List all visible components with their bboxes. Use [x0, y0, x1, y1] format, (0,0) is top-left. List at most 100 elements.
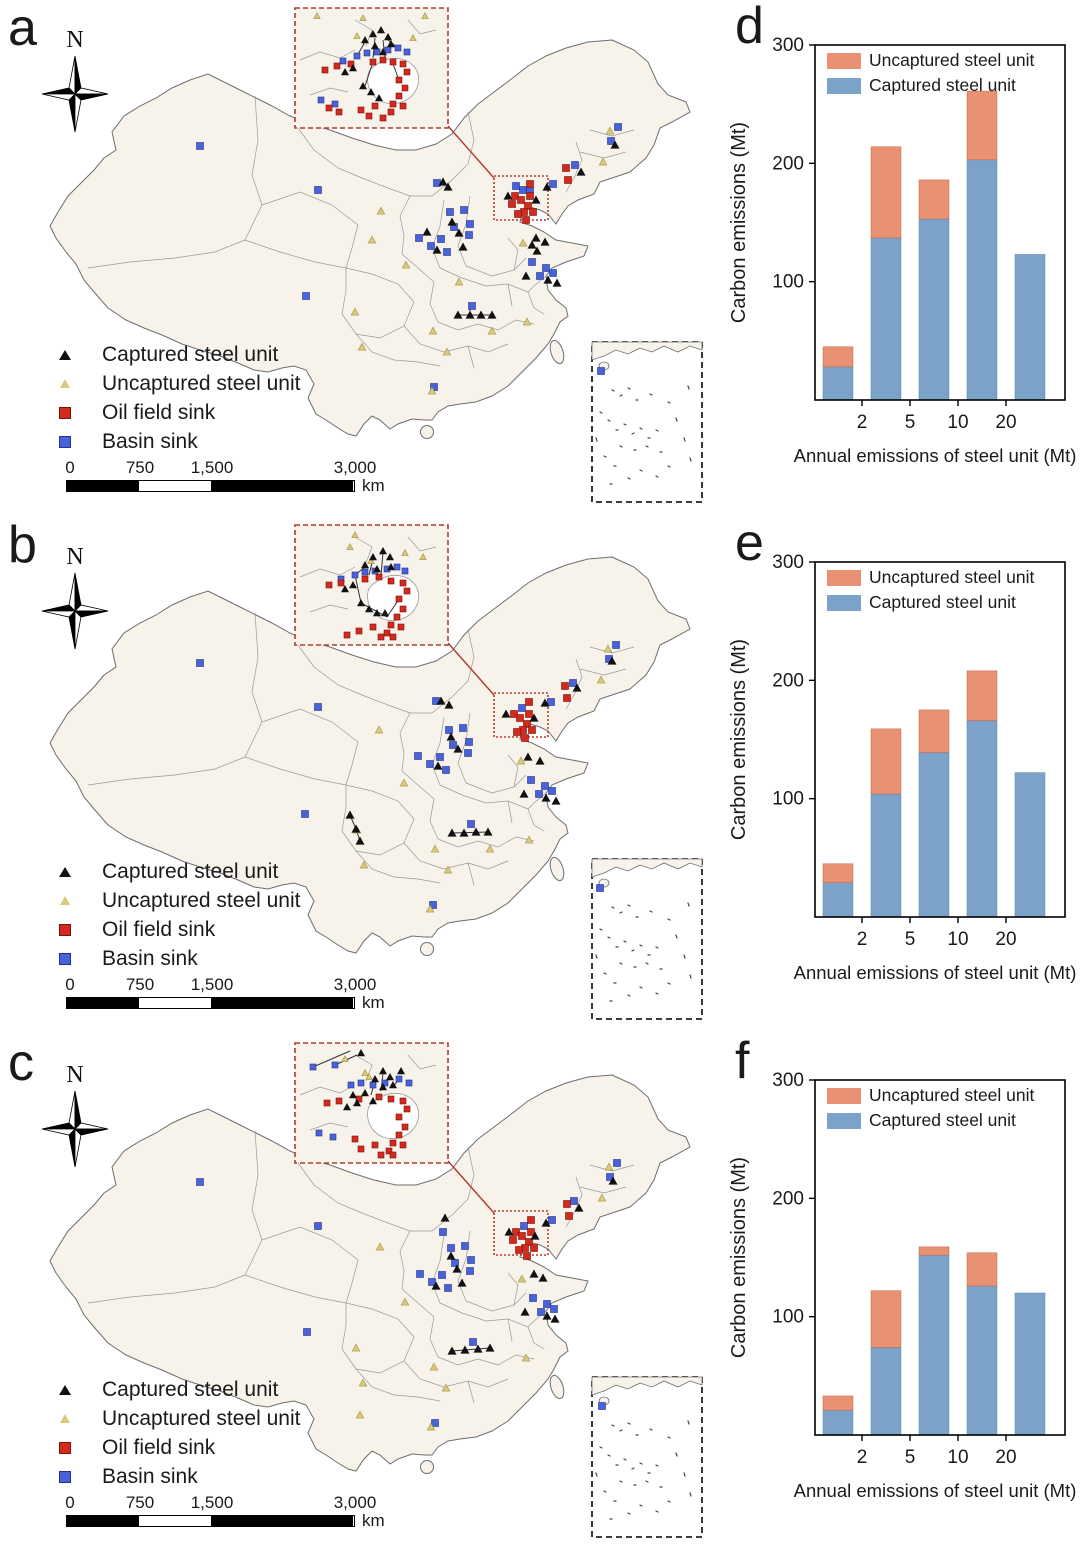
uncaptured-steel-unit-marker	[517, 1274, 527, 1283]
basin-sink-marker	[431, 1419, 439, 1427]
oil-field-sink-marker	[510, 710, 518, 718]
oil-field-sink-marker	[395, 92, 403, 100]
compass-rose: N	[40, 545, 110, 657]
uncaptured-steel-unit-marker	[429, 1362, 439, 1371]
captured-steel-unit-marker	[387, 563, 395, 571]
basin-sink-marker	[518, 704, 526, 712]
compass-star-icon	[41, 55, 109, 133]
basin-sink-marker	[373, 48, 381, 56]
captured-steel-unit-marker	[389, 1081, 397, 1089]
oil-field-sink-marker	[337, 579, 345, 587]
captured-steel-unit-marker	[458, 242, 468, 251]
captured-steel-unit-marker	[541, 793, 551, 802]
inset-marker-layer	[309, 1049, 413, 1159]
captured-steel-unit-marker	[542, 182, 552, 191]
plot-frame	[814, 561, 1066, 918]
oil-field-sink-marker	[399, 102, 407, 110]
panel-label-a: a	[8, 0, 37, 57]
basin-sink-icon	[59, 952, 71, 965]
uncaptured-steel-unit-marker	[351, 531, 359, 538]
captured-steel-unit-marker	[529, 713, 539, 722]
captured-steel-unit-marker	[572, 683, 582, 692]
captured-steel-unit-marker	[446, 1251, 456, 1260]
captured-steel-unit-marker	[487, 310, 497, 319]
oil-field-sink-marker	[377, 1151, 385, 1159]
map-legend: Captured steel unit Uncaptured steel uni…	[52, 857, 300, 973]
bar-uncaptured	[870, 1290, 902, 1348]
uncaptured-steel-unit-marker	[400, 1297, 410, 1306]
basin-sink-marker	[436, 753, 444, 761]
captured-steel-unit-marker	[361, 561, 369, 569]
oil-field-sink-marker	[387, 577, 395, 585]
legend-uncaptured-swatch	[827, 1088, 861, 1104]
basin-sink-marker	[309, 1063, 317, 1071]
oil-field-sink-marker	[371, 102, 379, 110]
captured-steel-unit-marker	[361, 36, 369, 44]
basin-sink-marker	[465, 231, 473, 239]
oil-field-sink-marker	[525, 710, 533, 718]
legend-item-basin: Basin sink	[52, 1462, 300, 1491]
oil-field-sink-marker	[389, 58, 397, 66]
basin-sink-marker	[519, 186, 527, 194]
captured-steel-unit-marker	[367, 88, 375, 96]
pipeline	[451, 831, 489, 834]
oil-field-sink-marker	[513, 728, 521, 736]
captured-steel-unit-marker	[444, 700, 454, 709]
basin-sink-marker	[598, 1402, 606, 1410]
captured-steel-unit-marker	[543, 275, 553, 284]
captured-steel-unit-marker	[369, 1097, 377, 1105]
uncaptured-steel-unit-marker	[596, 675, 606, 684]
basin-sink-marker	[613, 1159, 621, 1167]
basin-sink-marker	[426, 760, 434, 768]
legend-item-captured: Captured steel unit	[52, 340, 300, 369]
panel-label-f: f	[735, 1032, 750, 1090]
captured-steel-unit-marker	[371, 1075, 379, 1083]
captured-steel-unit-marker	[438, 177, 448, 186]
basin-sink-marker	[541, 782, 549, 790]
captured-steel-unit-marker	[349, 64, 357, 72]
basin-sink-marker	[357, 1079, 365, 1087]
basin-sink-marker	[442, 766, 450, 774]
captured-steel-unit-marker	[373, 609, 381, 617]
compass-north-label: N	[66, 1062, 84, 1088]
basin-sink-marker	[570, 1197, 578, 1205]
basin-sink-marker	[467, 1256, 475, 1264]
uncaptured-steel-unit-marker	[428, 326, 438, 335]
bar-uncaptured	[918, 1246, 950, 1256]
oil-field-sink-marker	[323, 1099, 331, 1107]
captured-steel-unit-marker	[471, 827, 481, 836]
captured-steel-unit-marker	[379, 1067, 387, 1075]
captured-steel-unit-marker	[386, 553, 394, 561]
captured-steel-unit-marker	[387, 40, 395, 48]
oil-field-sink-marker	[357, 106, 365, 114]
basin-sink-marker	[394, 44, 402, 52]
captured-steel-unit-marker	[457, 1278, 467, 1287]
bar-captured	[1014, 1292, 1046, 1436]
bar-captured	[822, 366, 854, 401]
oil-field-sink-marker	[522, 216, 530, 224]
oil-field-sink-marker	[375, 1093, 383, 1101]
stacked-bar-chart-d: 100 200 300 2 5 10 20 Uncaptured steel unit Capt…	[728, 35, 1076, 466]
oil-field-sink-marker	[403, 587, 411, 595]
oil-field-sink-marker	[355, 1095, 363, 1103]
y-tick-label: 200	[772, 1188, 804, 1209]
basin-sink-marker	[466, 220, 474, 228]
y-tick-label: 300	[772, 35, 804, 56]
x-tick-label: 10	[947, 412, 968, 433]
basin-sink-marker	[528, 258, 536, 266]
uncaptured-steel-unit-marker	[357, 342, 367, 351]
scale-tick-750: 750	[125, 458, 155, 477]
bar-captured	[966, 1285, 998, 1436]
oil-field-sink-marker	[357, 1145, 365, 1153]
basin-sink-marker	[606, 1173, 614, 1181]
uncaptured-steel-unit-icon	[60, 379, 70, 388]
uncaptured-steel-unit-marker	[597, 1193, 607, 1202]
uncaptured-steel-unit-marker	[374, 725, 384, 734]
captured-steel-unit-marker	[574, 1203, 584, 1212]
legend-captured-label: Captured steel unit	[869, 75, 1016, 95]
legend-captured-label: Captured steel unit	[869, 592, 1016, 612]
basin-sink-marker	[464, 749, 472, 757]
oil-field-sink-marker	[399, 60, 407, 68]
y-tick-label: 200	[772, 153, 804, 174]
oil-field-sink-marker	[521, 734, 529, 742]
